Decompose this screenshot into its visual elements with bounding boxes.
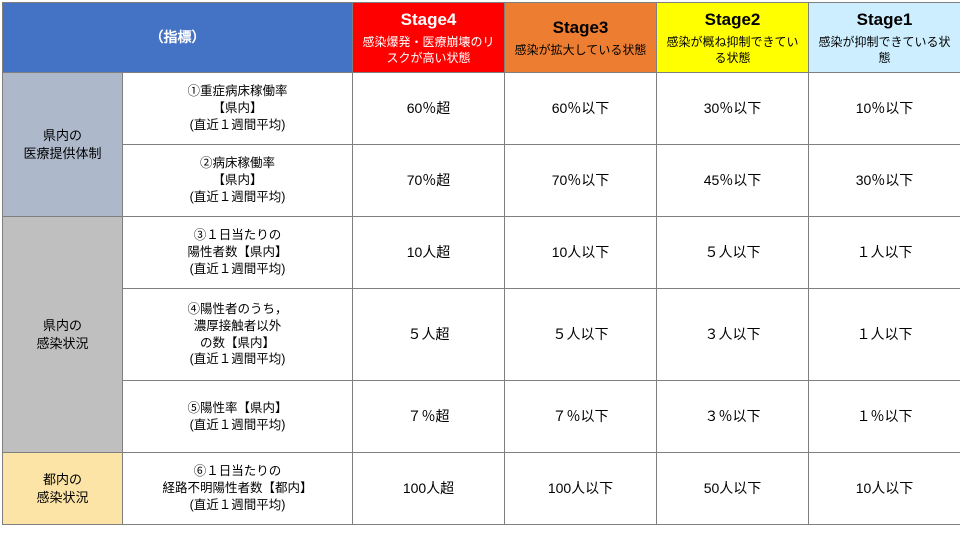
indicator-label: ②病床稼働率【県内】(直近１週間平均) <box>123 145 353 217</box>
indicator-label: ⑤陽性率【県内】(直近１週間平均) <box>123 381 353 453</box>
value-cell: 70％以下 <box>505 145 657 217</box>
stage4-title: Stage4 <box>359 9 498 32</box>
value-cell: 60％超 <box>353 73 505 145</box>
table-row: ②病床稼働率【県内】(直近１週間平均)70％超70％以下45％以下30％以下 <box>3 145 960 217</box>
stage3-sub: 感染が拡大している状態 <box>511 42 650 58</box>
indicator-header: （指標） <box>3 3 353 73</box>
indicator-label: ③１日当たりの陽性者数【県内】(直近１週間平均) <box>123 217 353 289</box>
value-cell: 100人以下 <box>505 453 657 525</box>
table-row: ④陽性者のうち，濃厚接触者以外の数【県内】(直近１週間平均)５人超５人以下３人以… <box>3 289 960 381</box>
value-cell: １人以下 <box>809 289 960 381</box>
value-cell: 70％超 <box>353 145 505 217</box>
stage-criteria-table: （指標） Stage4 感染爆発・医療崩壊のリスクが高い状態 Stage3 感染… <box>2 2 960 525</box>
stage2-header: Stage2 感染が概ね抑制できている状態 <box>657 3 809 73</box>
indicator-label: ①重症病床稼働率【県内】(直近１週間平均) <box>123 73 353 145</box>
value-cell: ５人以下 <box>505 289 657 381</box>
header-row: （指標） Stage4 感染爆発・医療崩壊のリスクが高い状態 Stage3 感染… <box>3 3 960 73</box>
value-cell: 30％以下 <box>657 73 809 145</box>
table-row: 県内の感染状況③１日当たりの陽性者数【県内】(直近１週間平均)10人超10人以下… <box>3 217 960 289</box>
value-cell: １人以下 <box>809 217 960 289</box>
stage1-sub: 感染が抑制できている状態 <box>815 34 954 66</box>
value-cell: １％以下 <box>809 381 960 453</box>
stage4-sub: 感染爆発・医療崩壊のリスクが高い状態 <box>359 34 498 66</box>
indicator-label: ④陽性者のうち，濃厚接触者以外の数【県内】(直近１週間平均) <box>123 289 353 381</box>
value-cell: 45％以下 <box>657 145 809 217</box>
stage1-header: Stage1 感染が抑制できている状態 <box>809 3 960 73</box>
category-label: 県内の感染状況 <box>3 217 123 453</box>
category-label: 県内の医療提供体制 <box>3 73 123 217</box>
table-row: 県内の医療提供体制①重症病床稼働率【県内】(直近１週間平均)60％超60％以下3… <box>3 73 960 145</box>
table-body: 県内の医療提供体制①重症病床稼働率【県内】(直近１週間平均)60％超60％以下3… <box>3 73 960 525</box>
stage4-header: Stage4 感染爆発・医療崩壊のリスクが高い状態 <box>353 3 505 73</box>
value-cell: 10人超 <box>353 217 505 289</box>
value-cell: 10人以下 <box>809 453 960 525</box>
stage3-header: Stage3 感染が拡大している状態 <box>505 3 657 73</box>
value-cell: ５人超 <box>353 289 505 381</box>
value-cell: 30％以下 <box>809 145 960 217</box>
table-row: 都内の感染状況⑥１日当たりの経路不明陽性者数【都内】(直近１週間平均)100人超… <box>3 453 960 525</box>
value-cell: ３％以下 <box>657 381 809 453</box>
stage2-sub: 感染が概ね抑制できている状態 <box>663 34 802 66</box>
table-row: ⑤陽性率【県内】(直近１週間平均)７％超７％以下３％以下１％以下 <box>3 381 960 453</box>
value-cell: 60％以下 <box>505 73 657 145</box>
value-cell: ３人以下 <box>657 289 809 381</box>
value-cell: ５人以下 <box>657 217 809 289</box>
value-cell: 10人以下 <box>505 217 657 289</box>
value-cell: 50人以下 <box>657 453 809 525</box>
stage2-title: Stage2 <box>663 9 802 32</box>
indicator-label: ⑥１日当たりの経路不明陽性者数【都内】(直近１週間平均) <box>123 453 353 525</box>
value-cell: 100人超 <box>353 453 505 525</box>
value-cell: 10％以下 <box>809 73 960 145</box>
stage3-title: Stage3 <box>511 17 650 40</box>
category-label: 都内の感染状況 <box>3 453 123 525</box>
value-cell: ７％超 <box>353 381 505 453</box>
value-cell: ７％以下 <box>505 381 657 453</box>
stage1-title: Stage1 <box>815 9 954 32</box>
